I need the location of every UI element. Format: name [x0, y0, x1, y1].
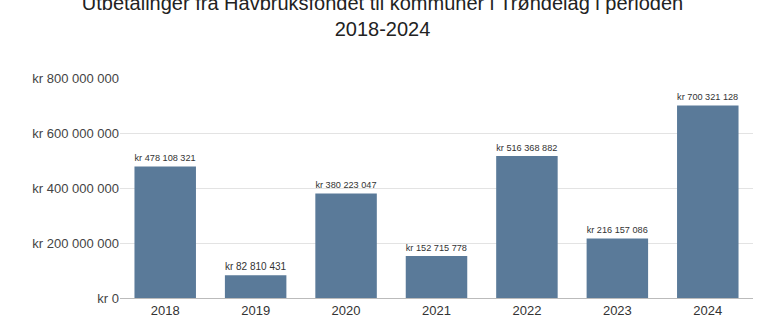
svg-text:kr 800 000 000: kr 800 000 000 — [32, 71, 119, 86]
svg-text:2021: 2021 — [422, 303, 451, 318]
svg-text:2019: 2019 — [241, 303, 270, 318]
svg-text:kr 216 157 086: kr 216 157 086 — [587, 225, 648, 235]
svg-text:kr 478 108 321: kr 478 108 321 — [135, 153, 196, 163]
svg-text:kr 0: kr 0 — [97, 291, 119, 306]
svg-text:kr 516 368 882: kr 516 368 882 — [496, 143, 557, 153]
svg-text:2020: 2020 — [332, 303, 361, 318]
svg-text:kr 200 000 000: kr 200 000 000 — [32, 236, 119, 251]
svg-text:kr 152 715 778: kr 152 715 778 — [406, 243, 467, 253]
svg-text:2023: 2023 — [603, 303, 632, 318]
svg-text:kr 380 223 047: kr 380 223 047 — [315, 180, 376, 190]
svg-text:2024: 2024 — [693, 303, 722, 318]
svg-text:2022: 2022 — [512, 303, 541, 318]
svg-text:kr 400 000 000: kr 400 000 000 — [32, 181, 119, 196]
svg-text:kr 700 321 128: kr 700 321 128 — [677, 92, 738, 102]
svg-text:2018: 2018 — [151, 303, 180, 318]
svg-text:kr 600 000 000: kr 600 000 000 — [32, 126, 119, 141]
svg-text:Utbetalinger fra Havbruksfonde: Utbetalinger fra Havbruksfondet til komm… — [82, 0, 683, 40]
svg-text:kr 82 810 431: kr 82 810 431 — [225, 261, 287, 272]
